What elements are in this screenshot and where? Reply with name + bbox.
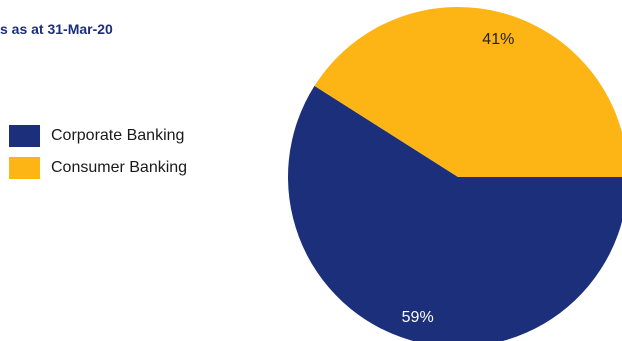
pie-slice-corporate-banking (288, 85, 622, 341)
data-label-corporate-banking: 59% (402, 309, 434, 326)
legend-item-consumer-banking: Consumer Banking (9, 156, 187, 179)
legend-swatch-consumer-banking (9, 156, 40, 179)
chart-title: s as at 31-Mar-20 (0, 21, 113, 37)
legend-swatch-corporate-banking (9, 124, 40, 147)
legend-label-consumer-banking: Consumer Banking (51, 158, 188, 176)
legend: Corporate Banking Consumer Banking (9, 124, 187, 188)
legend-label-corporate-banking: Corporate Banking (51, 126, 185, 144)
data-label-consumer-banking: 41% (482, 31, 514, 48)
legend-item-corporate-banking: Corporate Banking (9, 124, 187, 147)
pie-slice-consumer-banking (314, 6, 622, 177)
